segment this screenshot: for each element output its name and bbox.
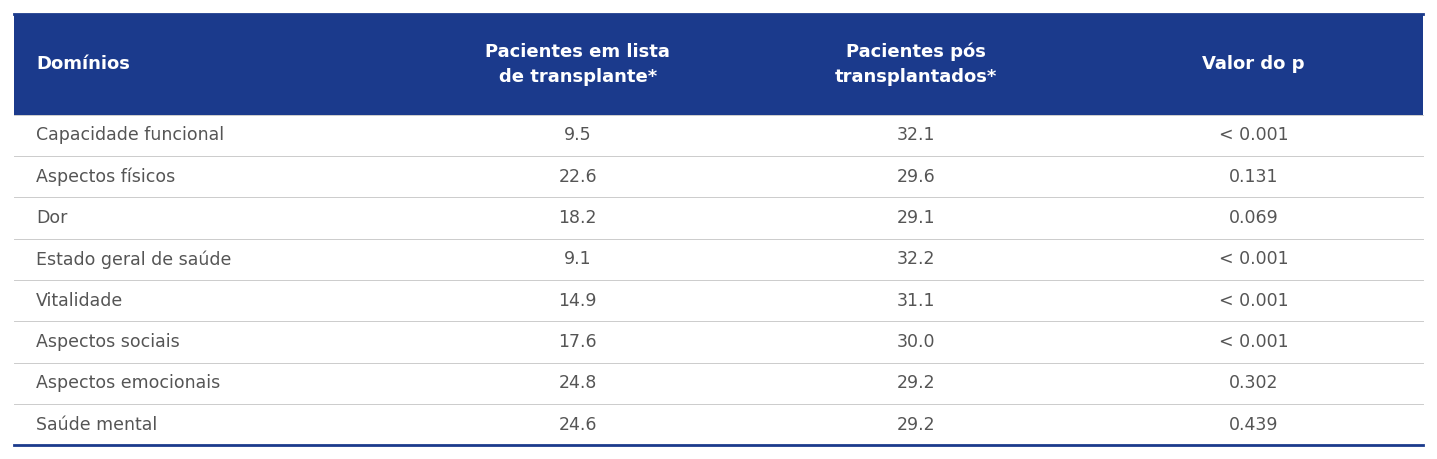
Text: 32.1: 32.1 <box>897 126 935 145</box>
Text: 24.6: 24.6 <box>559 415 596 434</box>
Text: 29.2: 29.2 <box>897 415 935 434</box>
Text: < 0.001: < 0.001 <box>1219 333 1289 351</box>
Text: 29.1: 29.1 <box>897 209 935 227</box>
Text: Dor: Dor <box>36 209 68 227</box>
Text: 18.2: 18.2 <box>559 209 596 227</box>
Text: Capacidade funcional: Capacidade funcional <box>36 126 224 145</box>
Text: 29.2: 29.2 <box>897 374 935 392</box>
Text: < 0.001: < 0.001 <box>1219 250 1289 269</box>
Text: 0.439: 0.439 <box>1229 415 1279 434</box>
Text: Domínios: Domínios <box>36 55 129 73</box>
Text: Pacientes em lista
de transplante*: Pacientes em lista de transplante* <box>486 43 670 86</box>
Text: 9.1: 9.1 <box>563 250 592 269</box>
Text: 9.5: 9.5 <box>563 126 592 145</box>
Text: 0.302: 0.302 <box>1229 374 1279 392</box>
Text: 31.1: 31.1 <box>897 291 935 310</box>
Bar <box>14 14 1423 115</box>
Text: Aspectos emocionais: Aspectos emocionais <box>36 374 220 392</box>
Text: 24.8: 24.8 <box>559 374 596 392</box>
Text: 0.069: 0.069 <box>1229 209 1279 227</box>
Text: Estado geral de saúde: Estado geral de saúde <box>36 250 231 269</box>
Text: Valor do p: Valor do p <box>1203 55 1305 73</box>
Text: 14.9: 14.9 <box>559 291 596 310</box>
Text: 17.6: 17.6 <box>559 333 596 351</box>
Text: 29.6: 29.6 <box>897 168 935 186</box>
Text: Vitalidade: Vitalidade <box>36 291 124 310</box>
Text: < 0.001: < 0.001 <box>1219 126 1289 145</box>
Text: 30.0: 30.0 <box>897 333 935 351</box>
Text: 22.6: 22.6 <box>559 168 596 186</box>
Text: < 0.001: < 0.001 <box>1219 291 1289 310</box>
Text: Saúde mental: Saúde mental <box>36 415 157 434</box>
Text: Aspectos físicos: Aspectos físicos <box>36 168 175 186</box>
Text: Pacientes pós
transplantados*: Pacientes pós transplantados* <box>835 43 997 86</box>
Text: 32.2: 32.2 <box>897 250 935 269</box>
Text: Aspectos sociais: Aspectos sociais <box>36 333 180 351</box>
Text: 0.131: 0.131 <box>1229 168 1279 186</box>
